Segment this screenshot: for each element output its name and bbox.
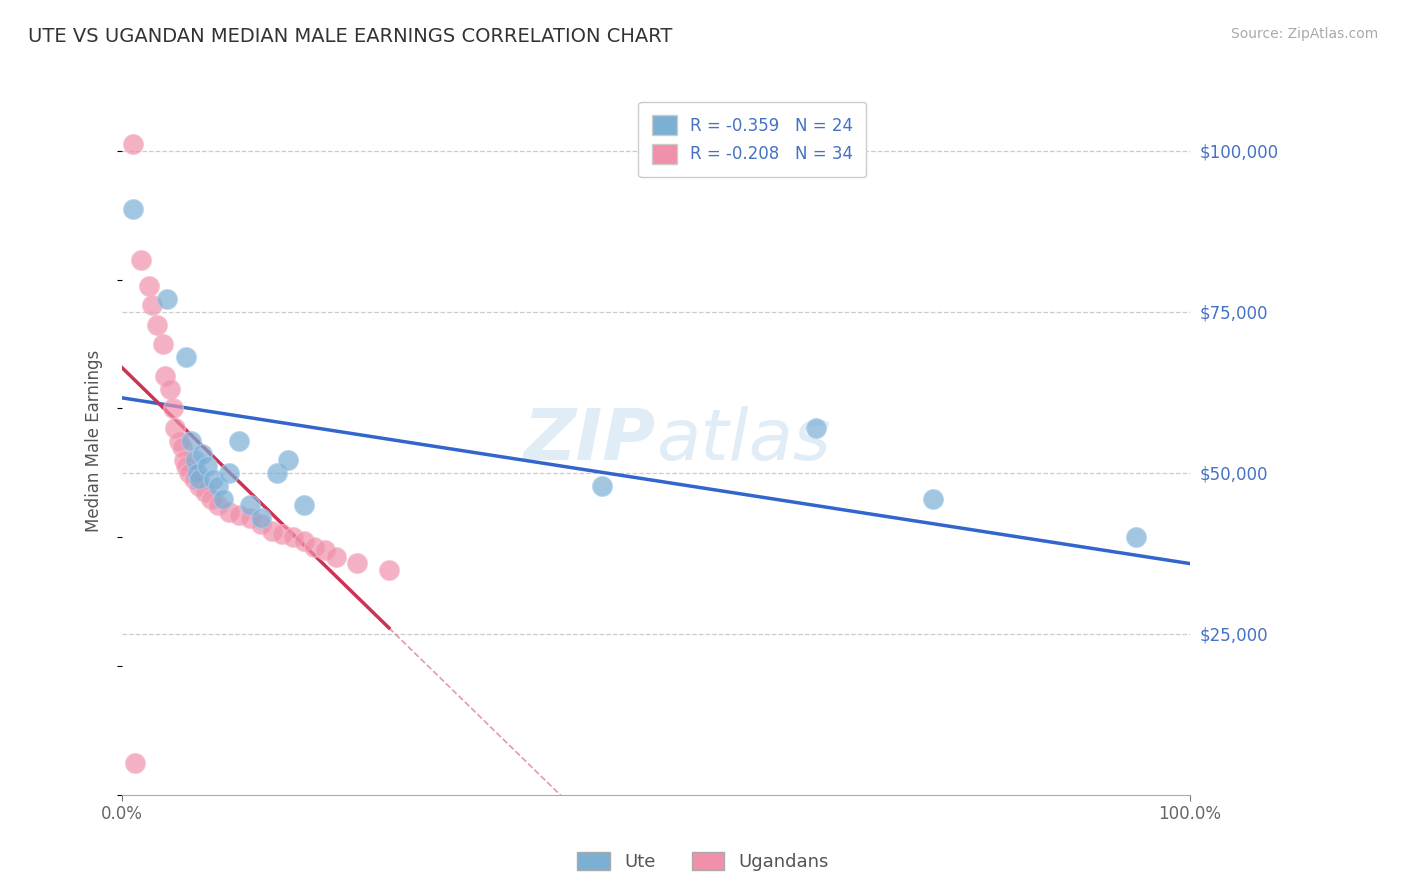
Point: [922, 491, 945, 506]
Point: [152, 337, 174, 351]
Point: [228, 508, 250, 522]
Point: [292, 533, 315, 548]
Text: UTE VS UGANDAN MEDIAN MALE EARNINGS CORRELATION CHART: UTE VS UGANDAN MEDIAN MALE EARNINGS CORR…: [28, 27, 672, 45]
Point: [277, 453, 299, 467]
Point: [1125, 530, 1147, 544]
Text: Source: ZipAtlas.com: Source: ZipAtlas.com: [1230, 27, 1378, 41]
Point: [207, 498, 229, 512]
Point: [378, 563, 401, 577]
Point: [187, 479, 209, 493]
Point: [200, 491, 222, 506]
Point: [346, 556, 368, 570]
Point: [325, 549, 347, 564]
Point: [187, 472, 209, 486]
Point: [159, 382, 181, 396]
Point: [173, 453, 195, 467]
Point: [804, 421, 827, 435]
Point: [239, 511, 262, 525]
Point: [138, 279, 160, 293]
Point: [167, 434, 190, 448]
Point: [197, 459, 219, 474]
Point: [218, 466, 240, 480]
Point: [218, 505, 240, 519]
Point: [314, 543, 336, 558]
Point: [250, 511, 273, 525]
Point: [281, 530, 304, 544]
Point: [183, 453, 205, 467]
Point: [170, 440, 193, 454]
Point: [201, 472, 224, 486]
Point: [266, 466, 288, 480]
Text: ZIP: ZIP: [523, 406, 655, 475]
Point: [121, 137, 143, 152]
Point: [228, 434, 250, 448]
Point: [260, 524, 283, 538]
Point: [146, 318, 169, 332]
Point: [124, 756, 146, 770]
Legend: Ute, Ugandans: Ute, Ugandans: [569, 845, 837, 879]
Point: [121, 202, 143, 216]
Point: [212, 491, 235, 506]
Point: [156, 292, 179, 306]
Point: [153, 369, 176, 384]
Point: [180, 434, 202, 448]
Point: [162, 401, 184, 416]
Legend: R = -0.359   N = 24, R = -0.208   N = 34: R = -0.359 N = 24, R = -0.208 N = 34: [638, 102, 866, 178]
Point: [174, 350, 197, 364]
Point: [183, 472, 205, 486]
Point: [207, 479, 229, 493]
Point: [592, 479, 614, 493]
Point: [302, 540, 325, 554]
Point: [292, 498, 315, 512]
Point: [141, 298, 163, 312]
Point: [174, 459, 197, 474]
Point: [271, 527, 294, 541]
Point: [191, 447, 214, 461]
Text: atlas: atlas: [655, 406, 831, 475]
Point: [165, 421, 187, 435]
Point: [179, 466, 201, 480]
Y-axis label: Median Male Earnings: Median Male Earnings: [86, 350, 103, 532]
Point: [186, 466, 208, 480]
Point: [129, 253, 152, 268]
Point: [194, 485, 217, 500]
Point: [250, 517, 273, 532]
Point: [239, 498, 262, 512]
